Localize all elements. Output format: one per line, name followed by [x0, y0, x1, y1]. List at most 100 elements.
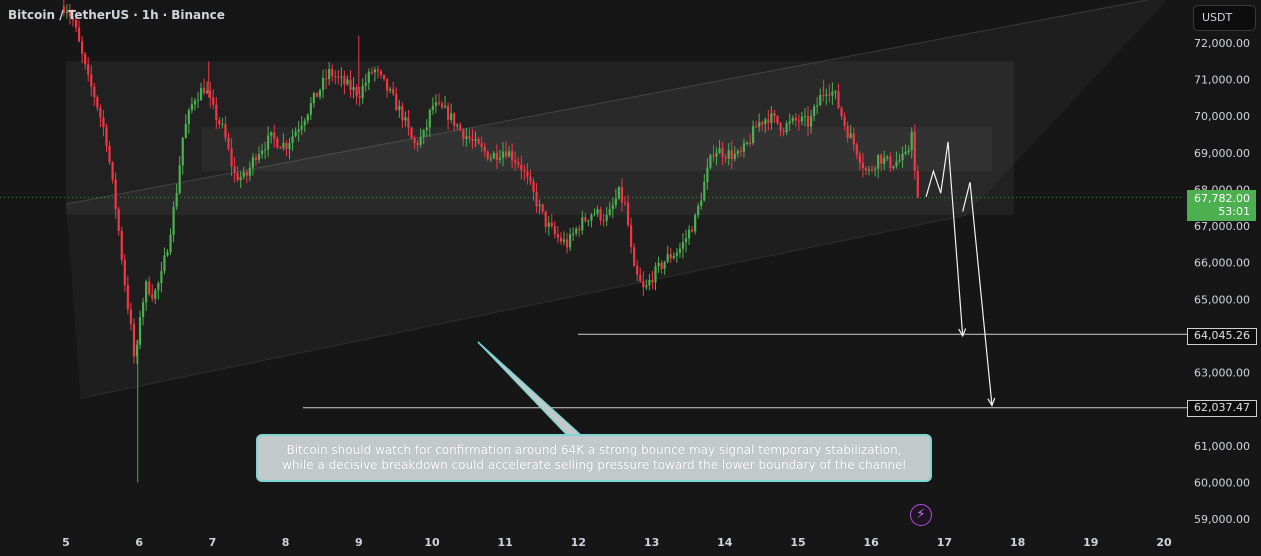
candle-body	[584, 217, 587, 222]
projection-path-2[interactable]	[962, 181, 993, 406]
candle-body	[428, 110, 431, 128]
candle-body	[715, 153, 718, 157]
candle-body	[440, 103, 444, 108]
candle-body	[437, 102, 441, 104]
candle-body	[242, 172, 245, 177]
candle-body	[892, 166, 895, 168]
candle-body	[553, 226, 556, 235]
candle-body	[102, 117, 105, 128]
x-tick-label: 8	[282, 536, 290, 549]
current-price-tag: 67,782.00 53:01	[1187, 190, 1256, 221]
symbol-header: Bitcoin / TetherUS · 1h · Binance	[8, 8, 225, 22]
candle-body	[840, 107, 843, 117]
candle-body	[178, 165, 181, 193]
candle-body	[718, 148, 721, 154]
header-separator-2: ·	[162, 8, 168, 22]
candle-body	[556, 234, 560, 238]
candle-body	[218, 120, 221, 125]
range-zone-1[interactable]	[66, 61, 1014, 216]
candle-body	[898, 160, 901, 162]
x-tick-label: 7	[209, 536, 217, 549]
annotation-line-1: Bitcoin should watch for confirmation ar…	[286, 443, 902, 457]
y-tick-label: 66,000.00	[1194, 257, 1250, 270]
candle-body	[81, 41, 84, 54]
candle-body	[901, 153, 904, 161]
candle-body	[752, 126, 755, 144]
candle-body	[294, 131, 297, 137]
candle-body	[190, 104, 194, 111]
candle-body	[794, 117, 797, 121]
y-tick-label: 72,000.00	[1194, 37, 1250, 50]
candle-body	[447, 105, 450, 120]
lightning-icon[interactable]: ⚡	[910, 504, 932, 526]
candle-body	[791, 117, 794, 122]
y-tick-label: 67,000.00	[1194, 220, 1250, 233]
candle-body	[309, 103, 312, 115]
candle-body	[538, 204, 541, 207]
candle-body	[257, 154, 261, 160]
candle-body	[181, 137, 184, 166]
candle-body	[276, 138, 279, 148]
candle-body	[758, 122, 761, 128]
candle-body	[184, 123, 187, 138]
candle-body	[96, 97, 99, 108]
candle-body	[703, 181, 706, 201]
candle-body	[565, 239, 569, 248]
candle-body	[126, 285, 129, 310]
y-tick-label: 63,000.00	[1194, 367, 1250, 380]
channel-lower-line[interactable]	[80, 214, 967, 399]
candle-body	[138, 317, 142, 345]
candle-body	[684, 238, 688, 243]
candle-body	[489, 158, 492, 160]
candle-body	[587, 220, 590, 222]
candle-body	[352, 87, 355, 91]
candle-body	[346, 79, 349, 85]
candle-body	[132, 323, 136, 357]
candle-body	[413, 138, 416, 144]
candle-body	[135, 344, 139, 357]
candle-body	[907, 150, 910, 152]
annotation-callout[interactable]: Bitcoin should watch for confirmation ar…	[256, 434, 932, 482]
x-tick-label: 19	[1083, 536, 1098, 549]
candle-body	[379, 71, 383, 76]
candle-body	[913, 131, 916, 172]
candle-body	[745, 142, 749, 144]
candle-body	[694, 214, 697, 232]
candle-body	[578, 228, 581, 231]
candle-body	[117, 209, 120, 232]
candle-body	[340, 76, 343, 78]
range-zone-2[interactable]	[201, 127, 992, 172]
candle-body	[630, 224, 633, 248]
y-tick-label: 65,000.00	[1194, 293, 1250, 306]
x-tick-label: 9	[355, 536, 363, 549]
projection-path-1[interactable]	[925, 141, 964, 336]
currency-selector[interactable]: USDT	[1193, 5, 1256, 31]
candle-body	[331, 68, 334, 77]
candle-body	[230, 148, 233, 167]
candle-body	[529, 176, 532, 182]
candle-body	[349, 79, 352, 91]
candle-body	[843, 116, 846, 127]
candle-body	[648, 280, 651, 286]
candle-body	[849, 133, 852, 138]
candle-body	[883, 157, 886, 164]
candle-body	[712, 155, 715, 157]
candle-body	[328, 68, 331, 80]
candle-body	[273, 132, 276, 139]
candle-body	[916, 171, 919, 198]
timeframe-label: 1h	[141, 8, 159, 22]
candle-body	[285, 143, 288, 150]
candle-body	[663, 261, 666, 269]
candle-body	[541, 204, 544, 212]
candle-body	[855, 144, 858, 155]
candle-body	[456, 125, 459, 127]
candle-body	[486, 151, 489, 160]
exchange-label: Binance	[171, 8, 225, 22]
candle-body	[370, 71, 373, 73]
candle-body	[386, 79, 389, 91]
candle-body	[419, 136, 422, 145]
candle-body	[895, 161, 898, 167]
candle-body	[575, 228, 578, 234]
candle-body	[834, 91, 837, 93]
candle-body	[410, 127, 413, 139]
